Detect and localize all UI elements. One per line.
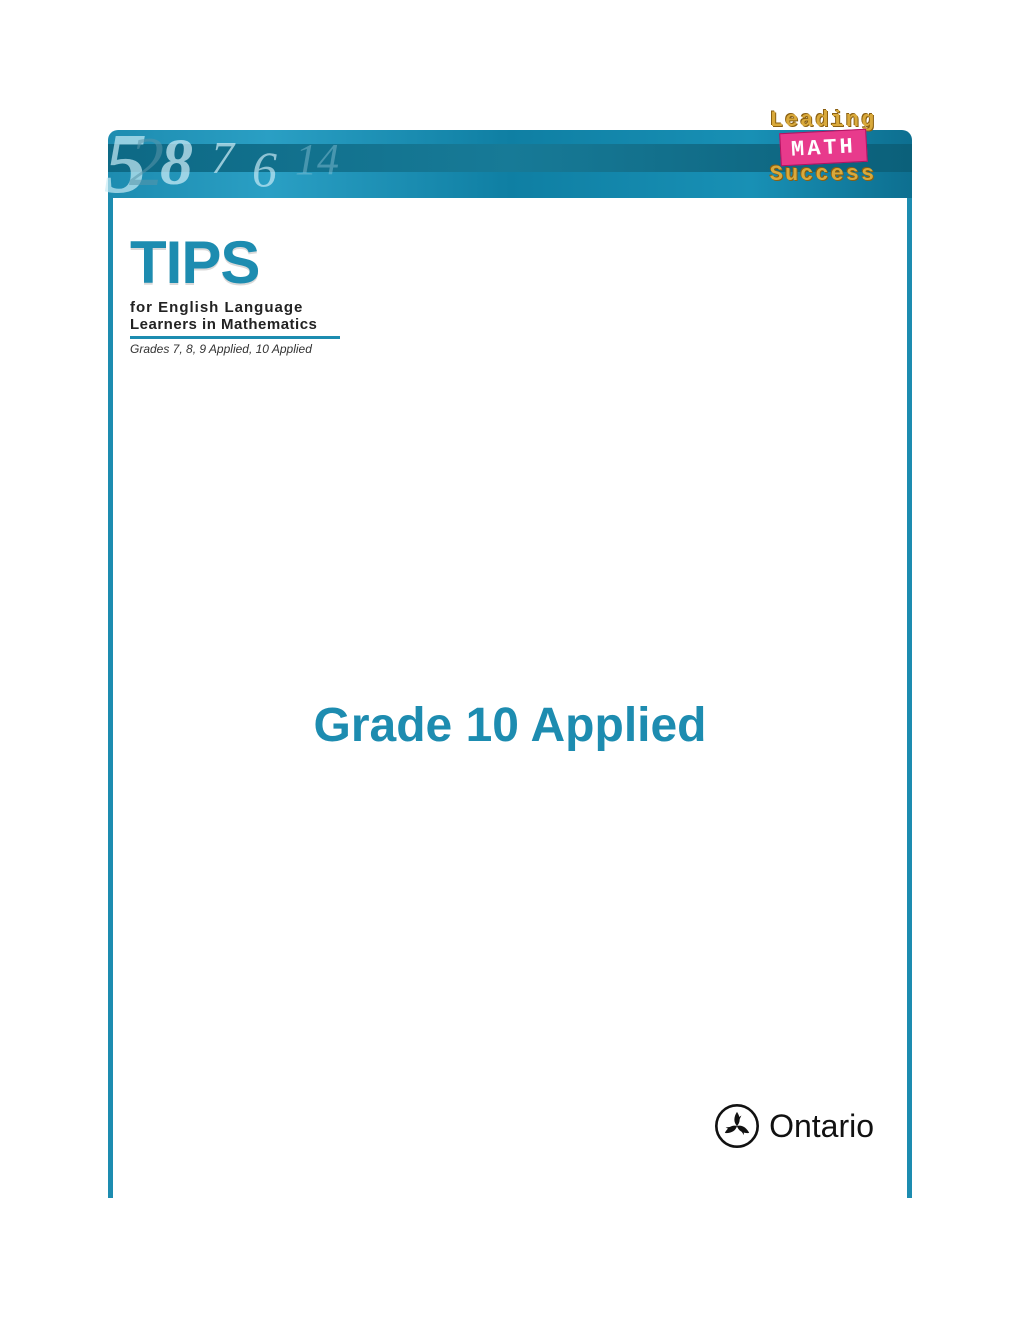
ontario-footer: Ontario <box>715 1104 874 1148</box>
tips-subtitle-line2: Learners in Mathematics <box>130 316 350 333</box>
page-title: Grade 10 Applied <box>108 698 912 753</box>
banner-number-14: 14 <box>295 134 339 185</box>
badge-math-box: MATH <box>779 129 867 166</box>
tips-subtitle-line1: for English Language <box>130 299 350 316</box>
banner-number-7: 7 <box>211 131 234 184</box>
tips-grades-text: Grades 7, 8, 9 Applied, 10 Applied <box>130 342 350 356</box>
banner-number-8: 8 <box>160 125 193 201</box>
banner-number-6: 6 <box>252 140 277 198</box>
badge-leading-text: Leading <box>748 108 898 133</box>
banner-numbers: 5 2 8 7 6 14 <box>108 118 339 208</box>
banner-number-2: 2 <box>129 123 164 203</box>
document-cover: 5 2 8 7 6 14 Leading MATH Success TIPS f… <box>108 130 912 1198</box>
trillium-icon <box>715 1104 759 1148</box>
leading-math-success-badge: Leading MATH Success <box>748 108 898 187</box>
tips-logo-block: TIPS for English Language Learners in Ma… <box>130 228 350 356</box>
tips-divider <box>130 336 340 339</box>
badge-success-text: Success <box>748 162 898 187</box>
top-banner: 5 2 8 7 6 14 Leading MATH Success <box>108 130 912 198</box>
tips-title: TIPS <box>130 228 350 297</box>
ontario-text: Ontario <box>769 1108 874 1145</box>
